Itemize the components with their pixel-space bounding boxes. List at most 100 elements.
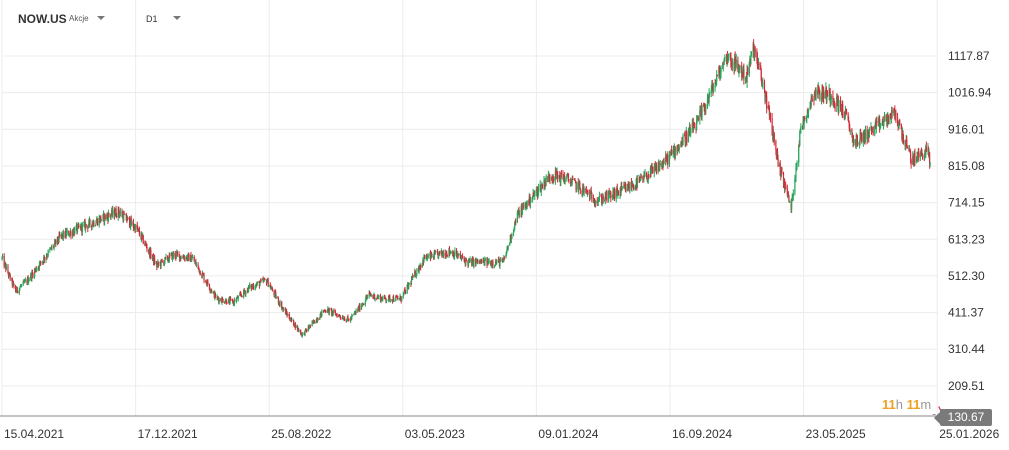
candle-body xyxy=(121,211,123,217)
candle-body xyxy=(746,67,748,83)
candle-body xyxy=(750,51,753,55)
candle-body xyxy=(381,297,383,300)
y-tick-label: 512.30 xyxy=(948,269,985,283)
candle-body xyxy=(416,268,418,274)
candle-body xyxy=(241,295,243,298)
symbol-label[interactable]: NOW.US xyxy=(18,12,67,26)
candle-body xyxy=(680,143,682,147)
candle-body xyxy=(633,187,635,190)
candle-body xyxy=(553,177,555,181)
candle-body xyxy=(712,88,715,92)
y-tick-label: 714.15 xyxy=(948,196,985,210)
candle-body xyxy=(511,233,513,239)
candle-body xyxy=(879,118,881,130)
candle-body xyxy=(36,269,38,271)
x-tick-label: 23.05.2025 xyxy=(806,427,866,441)
candle-body xyxy=(638,178,641,181)
candle-body xyxy=(324,310,326,312)
symbol-dropdown-chevron-icon[interactable] xyxy=(97,16,105,20)
candle-body xyxy=(418,267,420,272)
candle-body xyxy=(687,132,690,143)
x-tick-label: 09.01.2024 xyxy=(538,427,598,441)
candle-body xyxy=(180,256,182,259)
candle-body xyxy=(598,199,600,201)
candle-body xyxy=(469,258,471,262)
candle-body xyxy=(249,284,251,288)
candle-body xyxy=(57,241,60,243)
candle-body xyxy=(597,202,599,204)
candle-body xyxy=(800,126,802,130)
candle-body xyxy=(516,211,518,222)
candle-body xyxy=(893,109,895,111)
candle-body xyxy=(818,90,820,94)
candle-body xyxy=(719,72,722,80)
candle-body xyxy=(493,265,496,267)
candle-body xyxy=(738,68,740,72)
candle-body xyxy=(706,98,709,107)
candle-body xyxy=(400,300,402,302)
candle-body xyxy=(404,289,406,291)
candle-body xyxy=(634,185,636,190)
candle-body xyxy=(426,258,428,260)
candle-body xyxy=(43,256,45,261)
candle-body xyxy=(688,131,690,133)
candle-body xyxy=(920,151,923,153)
candle-body xyxy=(368,292,370,297)
candle-body xyxy=(287,314,289,316)
candle-body xyxy=(285,310,288,314)
candle-body xyxy=(716,74,718,76)
candle-body xyxy=(4,262,6,265)
interval-label[interactable]: D1 xyxy=(146,14,158,24)
candle-body xyxy=(9,272,11,275)
candle-body xyxy=(737,59,739,70)
candle-body xyxy=(51,246,53,249)
candle-body xyxy=(598,195,600,200)
candle-body xyxy=(747,67,749,75)
candle-body xyxy=(308,328,310,330)
y-tick-label: 916.01 xyxy=(948,122,985,136)
candle-body xyxy=(704,107,706,110)
candle-body xyxy=(100,216,102,221)
candle-body xyxy=(864,129,867,140)
candle-body xyxy=(1,257,3,259)
candle-body xyxy=(697,116,699,121)
candle-body xyxy=(365,297,368,299)
candle-body xyxy=(104,214,106,220)
countdown-hours: 11 xyxy=(882,397,896,412)
candle-body xyxy=(259,279,262,284)
candle-body xyxy=(96,218,99,226)
candle-body xyxy=(788,201,791,203)
candle-body xyxy=(265,279,268,284)
candle-body xyxy=(465,258,467,265)
candle-body xyxy=(714,82,716,89)
candle-body xyxy=(408,283,410,285)
candle-body xyxy=(921,154,924,157)
candle-body xyxy=(640,176,642,181)
candle-body xyxy=(760,65,762,71)
candle-body xyxy=(768,106,770,116)
candle-body xyxy=(426,254,428,259)
candle-body xyxy=(226,303,228,305)
candle-body xyxy=(764,90,766,101)
candle-body xyxy=(24,280,26,282)
interval-dropdown-chevron-icon[interactable] xyxy=(173,16,181,20)
candle-body xyxy=(924,152,926,159)
candle-body xyxy=(403,291,405,294)
candle-body xyxy=(5,266,7,270)
candle-body xyxy=(165,256,167,258)
candle-body xyxy=(403,289,406,292)
candle-body xyxy=(342,317,344,320)
candle-body xyxy=(597,200,599,203)
candle-body xyxy=(919,153,921,158)
candle-body xyxy=(484,259,486,266)
candle-body xyxy=(537,187,540,194)
candle-body xyxy=(711,83,713,88)
candle-body xyxy=(444,252,446,257)
instrument-type-label[interactable]: Akcje xyxy=(69,14,89,23)
candle-body xyxy=(298,329,300,331)
candle-body xyxy=(574,180,577,183)
candle-body xyxy=(389,296,391,301)
candle-body xyxy=(791,199,793,210)
candle-body xyxy=(401,296,403,301)
